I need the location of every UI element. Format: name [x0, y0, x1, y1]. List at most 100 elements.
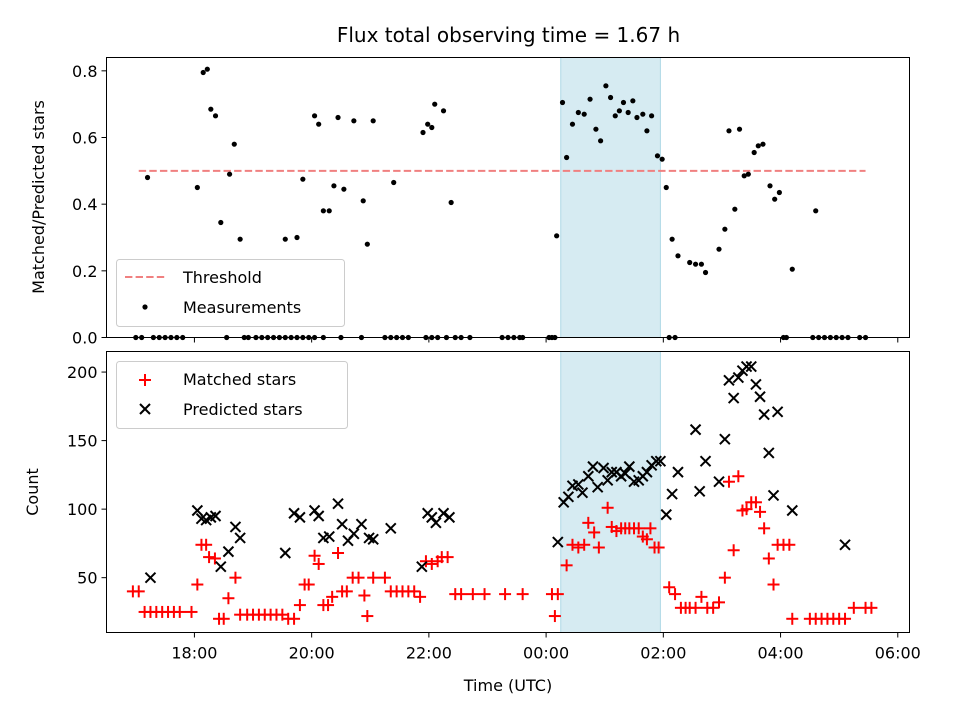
x-tick-label: 18:00	[171, 644, 217, 663]
matched-star-point	[740, 503, 753, 516]
predicted-star-point	[144, 571, 157, 584]
matched-star-point	[592, 541, 605, 554]
measurement-point	[212, 113, 219, 119]
predicted-star-point	[601, 474, 614, 487]
predicted-star-point	[288, 507, 300, 519]
predicted-star-point	[650, 455, 662, 467]
matched-star-point	[695, 590, 708, 603]
predicted-star-point	[209, 510, 222, 522]
predicted-star-point	[229, 521, 242, 533]
measurement-point	[432, 101, 438, 107]
predicted-star-point	[234, 532, 246, 544]
bottom-axes-frame	[106, 351, 910, 633]
measurement-point	[616, 108, 622, 114]
measurement-point	[564, 154, 570, 161]
predicted-star-point	[294, 511, 306, 524]
measurement-point	[440, 108, 447, 114]
measurement-point	[741, 173, 747, 179]
matched-star-point	[632, 522, 645, 535]
measurement-point	[772, 196, 778, 202]
matched-star-point	[441, 551, 454, 564]
predicted-star-point	[763, 447, 775, 459]
matched-star-point	[601, 501, 614, 514]
top-y-axis-label: Matched/Predicted stars	[29, 100, 48, 294]
predicted-star-point	[689, 423, 702, 436]
matched-star-point	[185, 605, 198, 618]
predicted-star-point	[582, 470, 595, 482]
measurement-point	[593, 126, 599, 132]
predicted-star-point	[215, 560, 227, 573]
matched-star-point	[786, 612, 799, 625]
matched-star-point	[332, 546, 345, 559]
measurement-point	[448, 199, 454, 206]
measurement-point	[200, 69, 206, 76]
matched-star-point	[516, 588, 529, 601]
bottom-panel: 50 100 150 200 18:00 20:00 22:00 00:00 02:00 04:…	[23, 351, 921, 695]
measurement-point	[237, 236, 243, 242]
legend-predicted-swatch	[139, 403, 151, 415]
predicted-star-point	[713, 476, 725, 488]
predicted-star-point	[699, 455, 712, 467]
measurement-point	[649, 113, 655, 119]
measurement-point	[364, 241, 370, 247]
measurement-point	[663, 184, 669, 191]
matched-star-point	[308, 549, 321, 562]
x-tick-label: 00:00	[523, 644, 569, 663]
matched-star-point	[749, 496, 762, 509]
matched-star-point	[762, 552, 775, 565]
measurement-point	[559, 99, 566, 106]
predicted-star-point	[552, 536, 564, 548]
measurement-point	[282, 236, 288, 242]
predicted-star-point	[323, 530, 335, 543]
matched-star-point	[640, 533, 653, 546]
x-tick-label: 06:00	[875, 644, 921, 663]
predicted-star-point	[723, 374, 735, 386]
y-tick-label: 150	[67, 432, 98, 451]
measurement-point	[767, 183, 773, 189]
chart-title: Flux total observing time = 1.67 h	[337, 23, 680, 47]
predicted-star-point	[732, 371, 745, 384]
measurement-point	[581, 111, 587, 117]
predicted-star-point	[740, 360, 753, 373]
matched-star-point	[644, 522, 657, 535]
measurement-point	[612, 113, 618, 119]
predicted-star-point	[786, 504, 798, 517]
matched-star-point	[707, 601, 720, 614]
matched-star-point	[367, 571, 380, 584]
matched-star-point	[847, 601, 860, 614]
measurement-point	[736, 126, 743, 132]
matched-star-point	[652, 541, 665, 554]
measurement-point	[722, 226, 728, 232]
matched-star-point	[754, 505, 767, 518]
x-axis-label: Time (UTC)	[463, 676, 552, 695]
predicted-star-point	[754, 391, 766, 403]
matched-star-point	[722, 475, 735, 488]
measurement-point	[316, 121, 322, 127]
matched-star-point	[732, 470, 745, 483]
matched-star-point	[551, 588, 564, 601]
predicted-star-point	[758, 408, 770, 421]
y-tick-label: 100	[67, 500, 98, 519]
measurement-point	[351, 118, 357, 124]
measurement-point	[687, 259, 693, 266]
matched-star-point	[560, 559, 573, 572]
measurement-point	[311, 113, 318, 119]
predicted-star-point	[576, 486, 589, 499]
measurement-point	[634, 114, 640, 121]
measurement-point	[194, 184, 200, 191]
measurement-point	[654, 153, 661, 159]
measurement-point	[603, 83, 609, 89]
matched-star-point	[173, 605, 186, 618]
matched-star-point	[191, 578, 204, 591]
measurement-point	[391, 179, 397, 186]
measurements-points	[133, 66, 869, 341]
measurement-point	[587, 96, 593, 102]
measurement-point	[335, 114, 341, 121]
measurement-point	[226, 171, 233, 177]
measurement-point	[331, 183, 337, 189]
matched-star-point	[548, 610, 561, 623]
measurement-point	[144, 174, 151, 181]
predicted-star-point	[437, 507, 450, 519]
y-tick-label: 0.6	[72, 129, 97, 148]
